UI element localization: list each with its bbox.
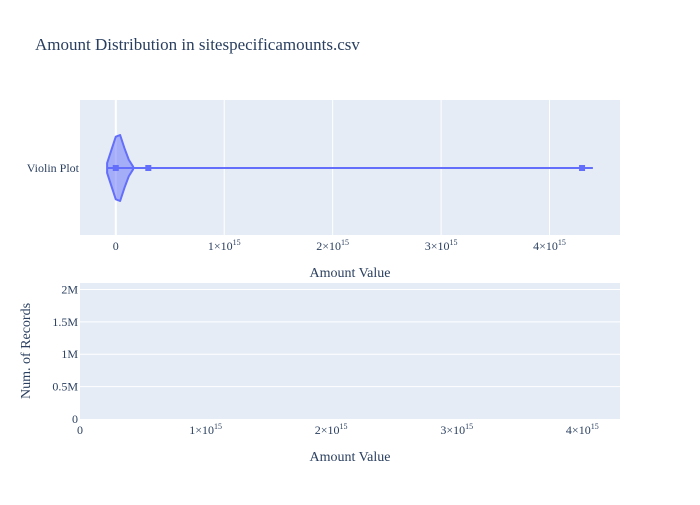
histogram-gridlines (80, 288, 620, 388)
violin-x-axis-title: Amount Value (309, 266, 390, 281)
violin-data-point (579, 165, 586, 171)
histogram-x-tick-label: 3×1015 (440, 422, 473, 437)
chart-title: Amount Distribution in sitespecificamoun… (35, 35, 360, 54)
violin-x-tick-label: 0 (113, 239, 119, 253)
violin-x-tick-label: 3×1015 (425, 238, 458, 253)
violin-x-tick-label: 4×1015 (533, 238, 566, 253)
histogram-y-tick-label: 1.5M (52, 315, 78, 329)
violin-data-point (112, 165, 119, 171)
histogram-y-tick-label: 0 (72, 412, 78, 426)
histogram-x-axis-title: Amount Value (309, 450, 390, 465)
histogram-y-tick-label: 2M (61, 282, 78, 296)
violin-kde-shape (106, 134, 135, 202)
histogram-x-tick-label: 2×1015 (315, 422, 348, 437)
histogram-y-tick-label: 1M (61, 347, 78, 361)
histogram-y-axis-title: Num. of Records (19, 303, 34, 399)
histogram-plot-area (80, 283, 620, 419)
violin-x-ticks: 0 1×1015 2×1015 3×1015 4×1015 (113, 238, 566, 253)
violin-x-tick-label: 1×1015 (208, 238, 241, 253)
histogram-x-tick-label: 1×1015 (189, 422, 222, 437)
violin-category-label: Violin Plot (27, 161, 80, 175)
histogram-x-ticks: 0 1×1015 2×1015 3×1015 4×1015 (77, 422, 599, 437)
histogram-x-tick-label: 0 (77, 423, 83, 437)
histogram-x-tick-label: 4×1015 (566, 422, 599, 437)
histogram-y-tick-label: 0.5M (52, 380, 78, 394)
violin-x-tick-label: 2×1015 (316, 238, 349, 253)
histogram-y-ticks: 0 0.5M 1M 1.5M 2M (52, 282, 78, 426)
violin-data-point (145, 165, 152, 171)
violin-shape-group (106, 134, 593, 202)
